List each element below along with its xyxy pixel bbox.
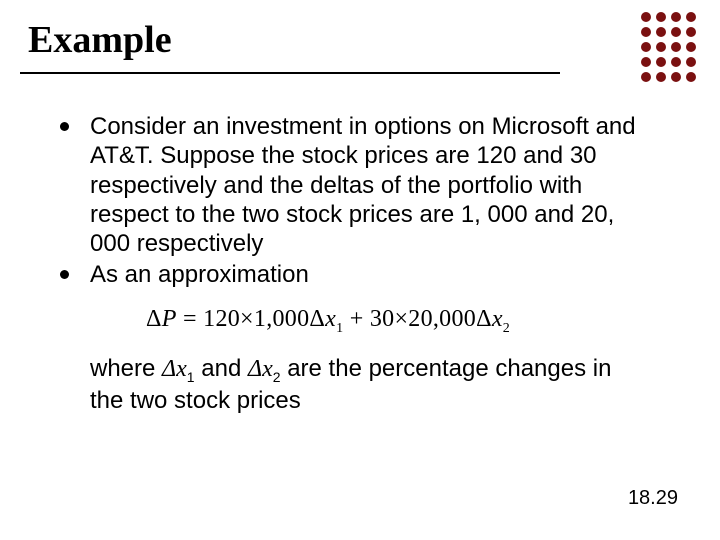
var-x: x (325, 306, 336, 332)
dot-icon (671, 27, 681, 37)
dot-icon (671, 57, 681, 67)
dot-icon (686, 57, 696, 67)
content-area: Consider an investment in options on Mic… (56, 112, 646, 416)
bullet-list: Consider an investment in options on Mic… (56, 112, 646, 290)
dot-icon (656, 27, 666, 37)
dot-icon (656, 12, 666, 22)
delta-symbol: Δ (248, 356, 262, 382)
delta-symbol: Δ (146, 306, 162, 332)
list-item: Consider an investment in options on Mic… (56, 112, 646, 258)
num: 120 (203, 306, 240, 332)
subscript: 2 (503, 320, 510, 335)
num: 20,000 (408, 306, 476, 332)
slide-title: Example (28, 18, 172, 62)
slide: Example Consider an investment in option… (0, 0, 720, 540)
num: 30 (370, 306, 395, 332)
equals: = (177, 306, 203, 332)
closing-text: where Δx1 and Δx2 are the percentage cha… (90, 354, 650, 415)
dot-icon (686, 42, 696, 52)
dot-icon (656, 72, 666, 82)
corner-decoration (641, 12, 698, 84)
subscript: 1 (187, 369, 195, 385)
dot-icon (641, 12, 651, 22)
dot-icon (671, 42, 681, 52)
dot-icon (656, 42, 666, 52)
delta-symbol: Δ (476, 306, 492, 332)
var-x: x (492, 306, 503, 332)
var-x: x (176, 356, 187, 382)
dot-icon (686, 72, 696, 82)
dot-icon (686, 27, 696, 37)
times-icon: × (240, 306, 254, 332)
delta-symbol: Δ (309, 306, 325, 332)
dot-icon (671, 72, 681, 82)
page-number: 18.29 (628, 487, 678, 510)
formula: ΔP = 120×1,000Δx1 + 30×20,000Δx2 (146, 306, 646, 337)
title-underline (20, 72, 560, 74)
var-x: x (262, 356, 273, 382)
dot-icon (656, 57, 666, 67)
dot-icon (641, 42, 651, 52)
dot-icon (641, 27, 651, 37)
dot-icon (686, 12, 696, 22)
times-icon: × (394, 306, 408, 332)
dot-icon (641, 57, 651, 67)
list-item: As an approximation (56, 260, 646, 289)
num: 1,000 (254, 306, 310, 332)
text: where (90, 355, 162, 382)
subscript: 2 (273, 369, 281, 385)
dot-icon (641, 72, 651, 82)
var-P: P (162, 306, 177, 332)
plus: + (343, 306, 369, 332)
dot-icon (671, 12, 681, 22)
delta-symbol: Δ (162, 356, 176, 382)
text: and (195, 355, 248, 382)
